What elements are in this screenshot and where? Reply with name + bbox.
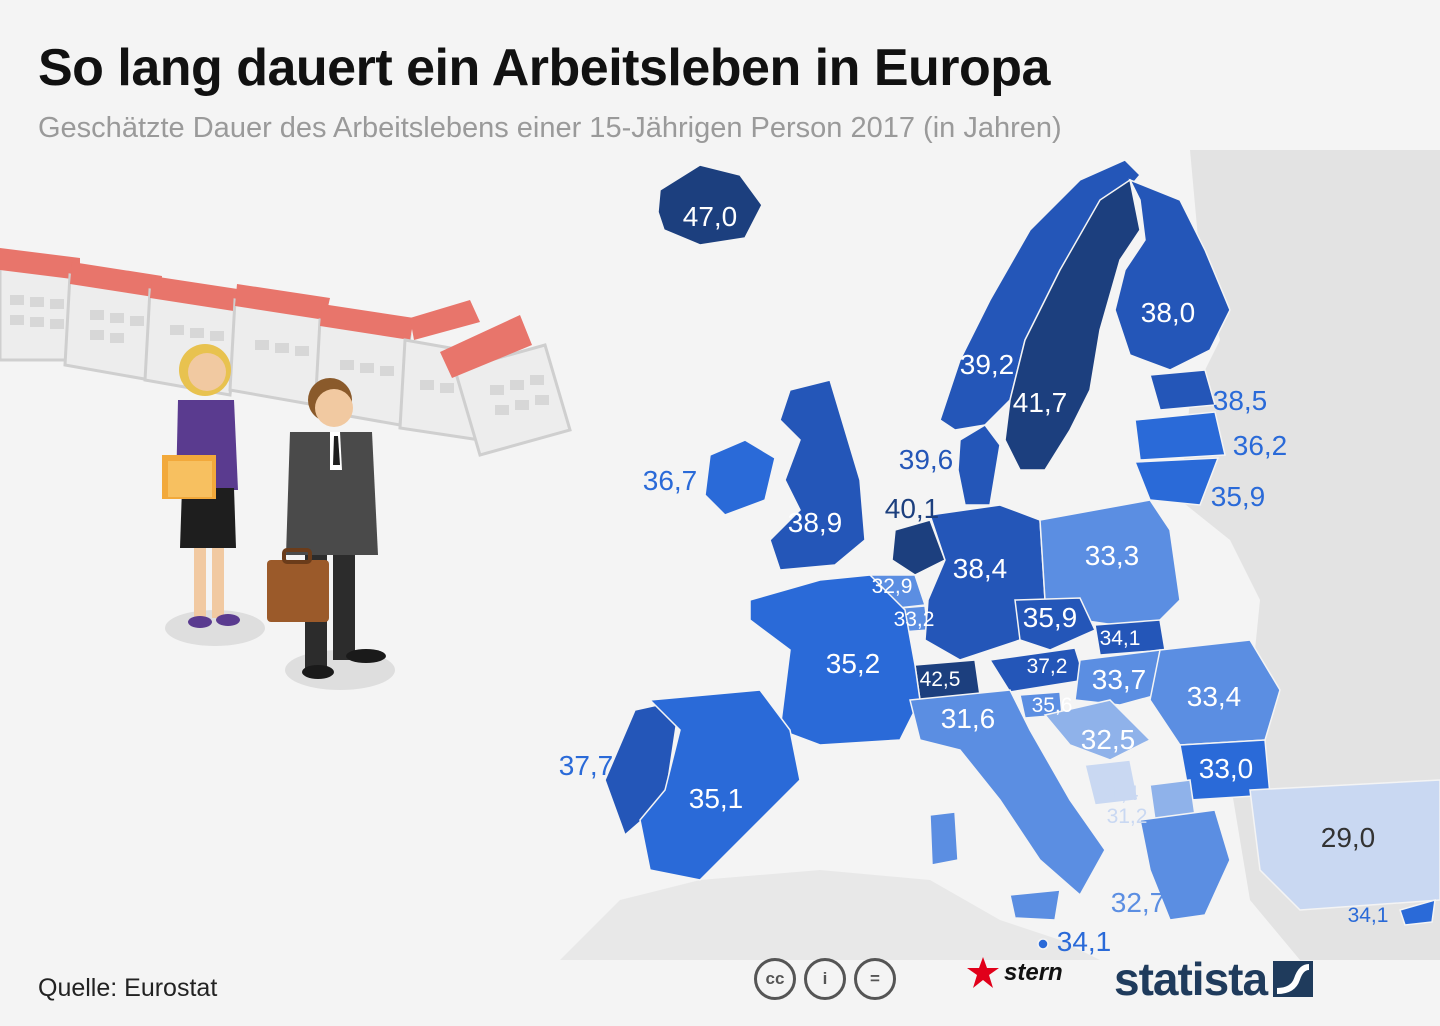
country-malta: [1037, 938, 1049, 950]
statista-brand: statista: [1114, 953, 1268, 1005]
label-luxemburg: 33,2: [894, 608, 935, 631]
country-irland: [704, 439, 776, 516]
label-ungarn: 33,7: [1092, 664, 1147, 695]
woman-figure: [162, 344, 265, 646]
country-ungarn: [1074, 649, 1176, 706]
country-italien: [909, 689, 1106, 897]
country-spanien: [639, 689, 801, 881]
label-daenemark: 39,6: [899, 444, 954, 475]
label-deutschland: 38,4: [953, 553, 1008, 584]
label-portugal: 37,7: [559, 750, 614, 781]
label-lettland: 36,2: [1233, 430, 1288, 461]
statista-logo: statista: [1114, 952, 1314, 1006]
label-frankreich: 35,2: [826, 648, 881, 679]
country-finnland: [1114, 178, 1231, 371]
country-tschechien: [1014, 597, 1097, 651]
label-slowakei: 34,1: [1100, 627, 1141, 650]
country-daenemark: [957, 424, 1001, 506]
label-bulgarien: 33,0: [1199, 753, 1254, 784]
label-oesterreich: 37,2: [1027, 655, 1068, 678]
label-estland: 38,5: [1213, 385, 1268, 416]
calendar-illustration: [0, 248, 572, 457]
country-deutschland: [924, 504, 1046, 661]
label-norwegen: 39,2: [960, 349, 1015, 380]
label-litauen: 35,9: [1211, 481, 1266, 512]
country-shapes: [604, 159, 1440, 950]
page-title: So lang dauert ein Arbeitsleben in Europ…: [38, 39, 1050, 97]
label-polen: 33,3: [1085, 540, 1140, 571]
label-irland: 36,7: [643, 465, 698, 496]
label-niederlande: 40,1: [885, 493, 940, 524]
label-slowenien: 35,6: [1032, 694, 1073, 717]
page-subtitle: Geschätzte Dauer des Arbeitslebens einer…: [38, 112, 1062, 144]
country-sizilien: [1009, 889, 1061, 921]
country-schweden: [1004, 178, 1141, 471]
country-tuerkei: [1249, 779, 1440, 911]
country-frankreich: [749, 574, 921, 746]
label-schweiz: 42,5: [920, 668, 961, 691]
country-kroatien: [1043, 699, 1152, 761]
stern-brand: stern: [1004, 959, 1063, 986]
stern-star-icon: [967, 957, 999, 988]
label-tschechien: 35,9: [1023, 602, 1078, 633]
label-island: 47,0: [683, 201, 738, 232]
country-grossbritannien: [769, 379, 866, 571]
country-lettland: [1134, 411, 1226, 461]
source-note: Quelle: Eurostat: [38, 974, 218, 1002]
label-mazedonien: 31,2: [1107, 805, 1148, 828]
statista-mark-icon: [1273, 961, 1314, 997]
by-icon: i: [804, 958, 846, 1000]
label-tuerkei: 29,0: [1321, 822, 1376, 853]
label-schweden: 41,7: [1013, 387, 1068, 418]
label-malta: 34,1: [1057, 926, 1112, 957]
country-zypern: [1399, 898, 1436, 926]
country-sardinien: [929, 811, 959, 866]
label-grossbritannien: 38,9: [788, 507, 843, 538]
country-niederlande: [891, 519, 946, 576]
label-italien: 31,6: [941, 703, 996, 734]
label-finnland: 38,0: [1141, 297, 1196, 328]
label-kroatien: 32,5: [1081, 724, 1136, 755]
country-montenegro: [1084, 759, 1139, 806]
country-litauen: [1133, 457, 1220, 506]
country-griechenland: [1139, 809, 1231, 921]
map-labels: 47,0 38,0 39,2 41,7 38,5 36,2 35,9 39,6 …: [559, 201, 1389, 957]
cc-icon: cc: [754, 958, 796, 1000]
north-africa-land: [560, 870, 1100, 960]
label-belgien: 32,9: [872, 575, 913, 598]
license-icons: cc i =: [754, 958, 896, 1000]
label-zypern: 34,1: [1348, 904, 1389, 927]
country-estland: [1149, 369, 1216, 411]
label-spanien: 35,1: [689, 783, 744, 814]
stern-logo: stern: [966, 956, 1063, 990]
nd-icon: =: [854, 958, 896, 1000]
label-montenegro: 31,4: [1098, 782, 1139, 805]
country-island: [657, 164, 763, 246]
label-rumaenien: 33,4: [1187, 681, 1242, 712]
man-figure: [267, 378, 395, 690]
label-griechenland: 32,7: [1111, 887, 1166, 918]
